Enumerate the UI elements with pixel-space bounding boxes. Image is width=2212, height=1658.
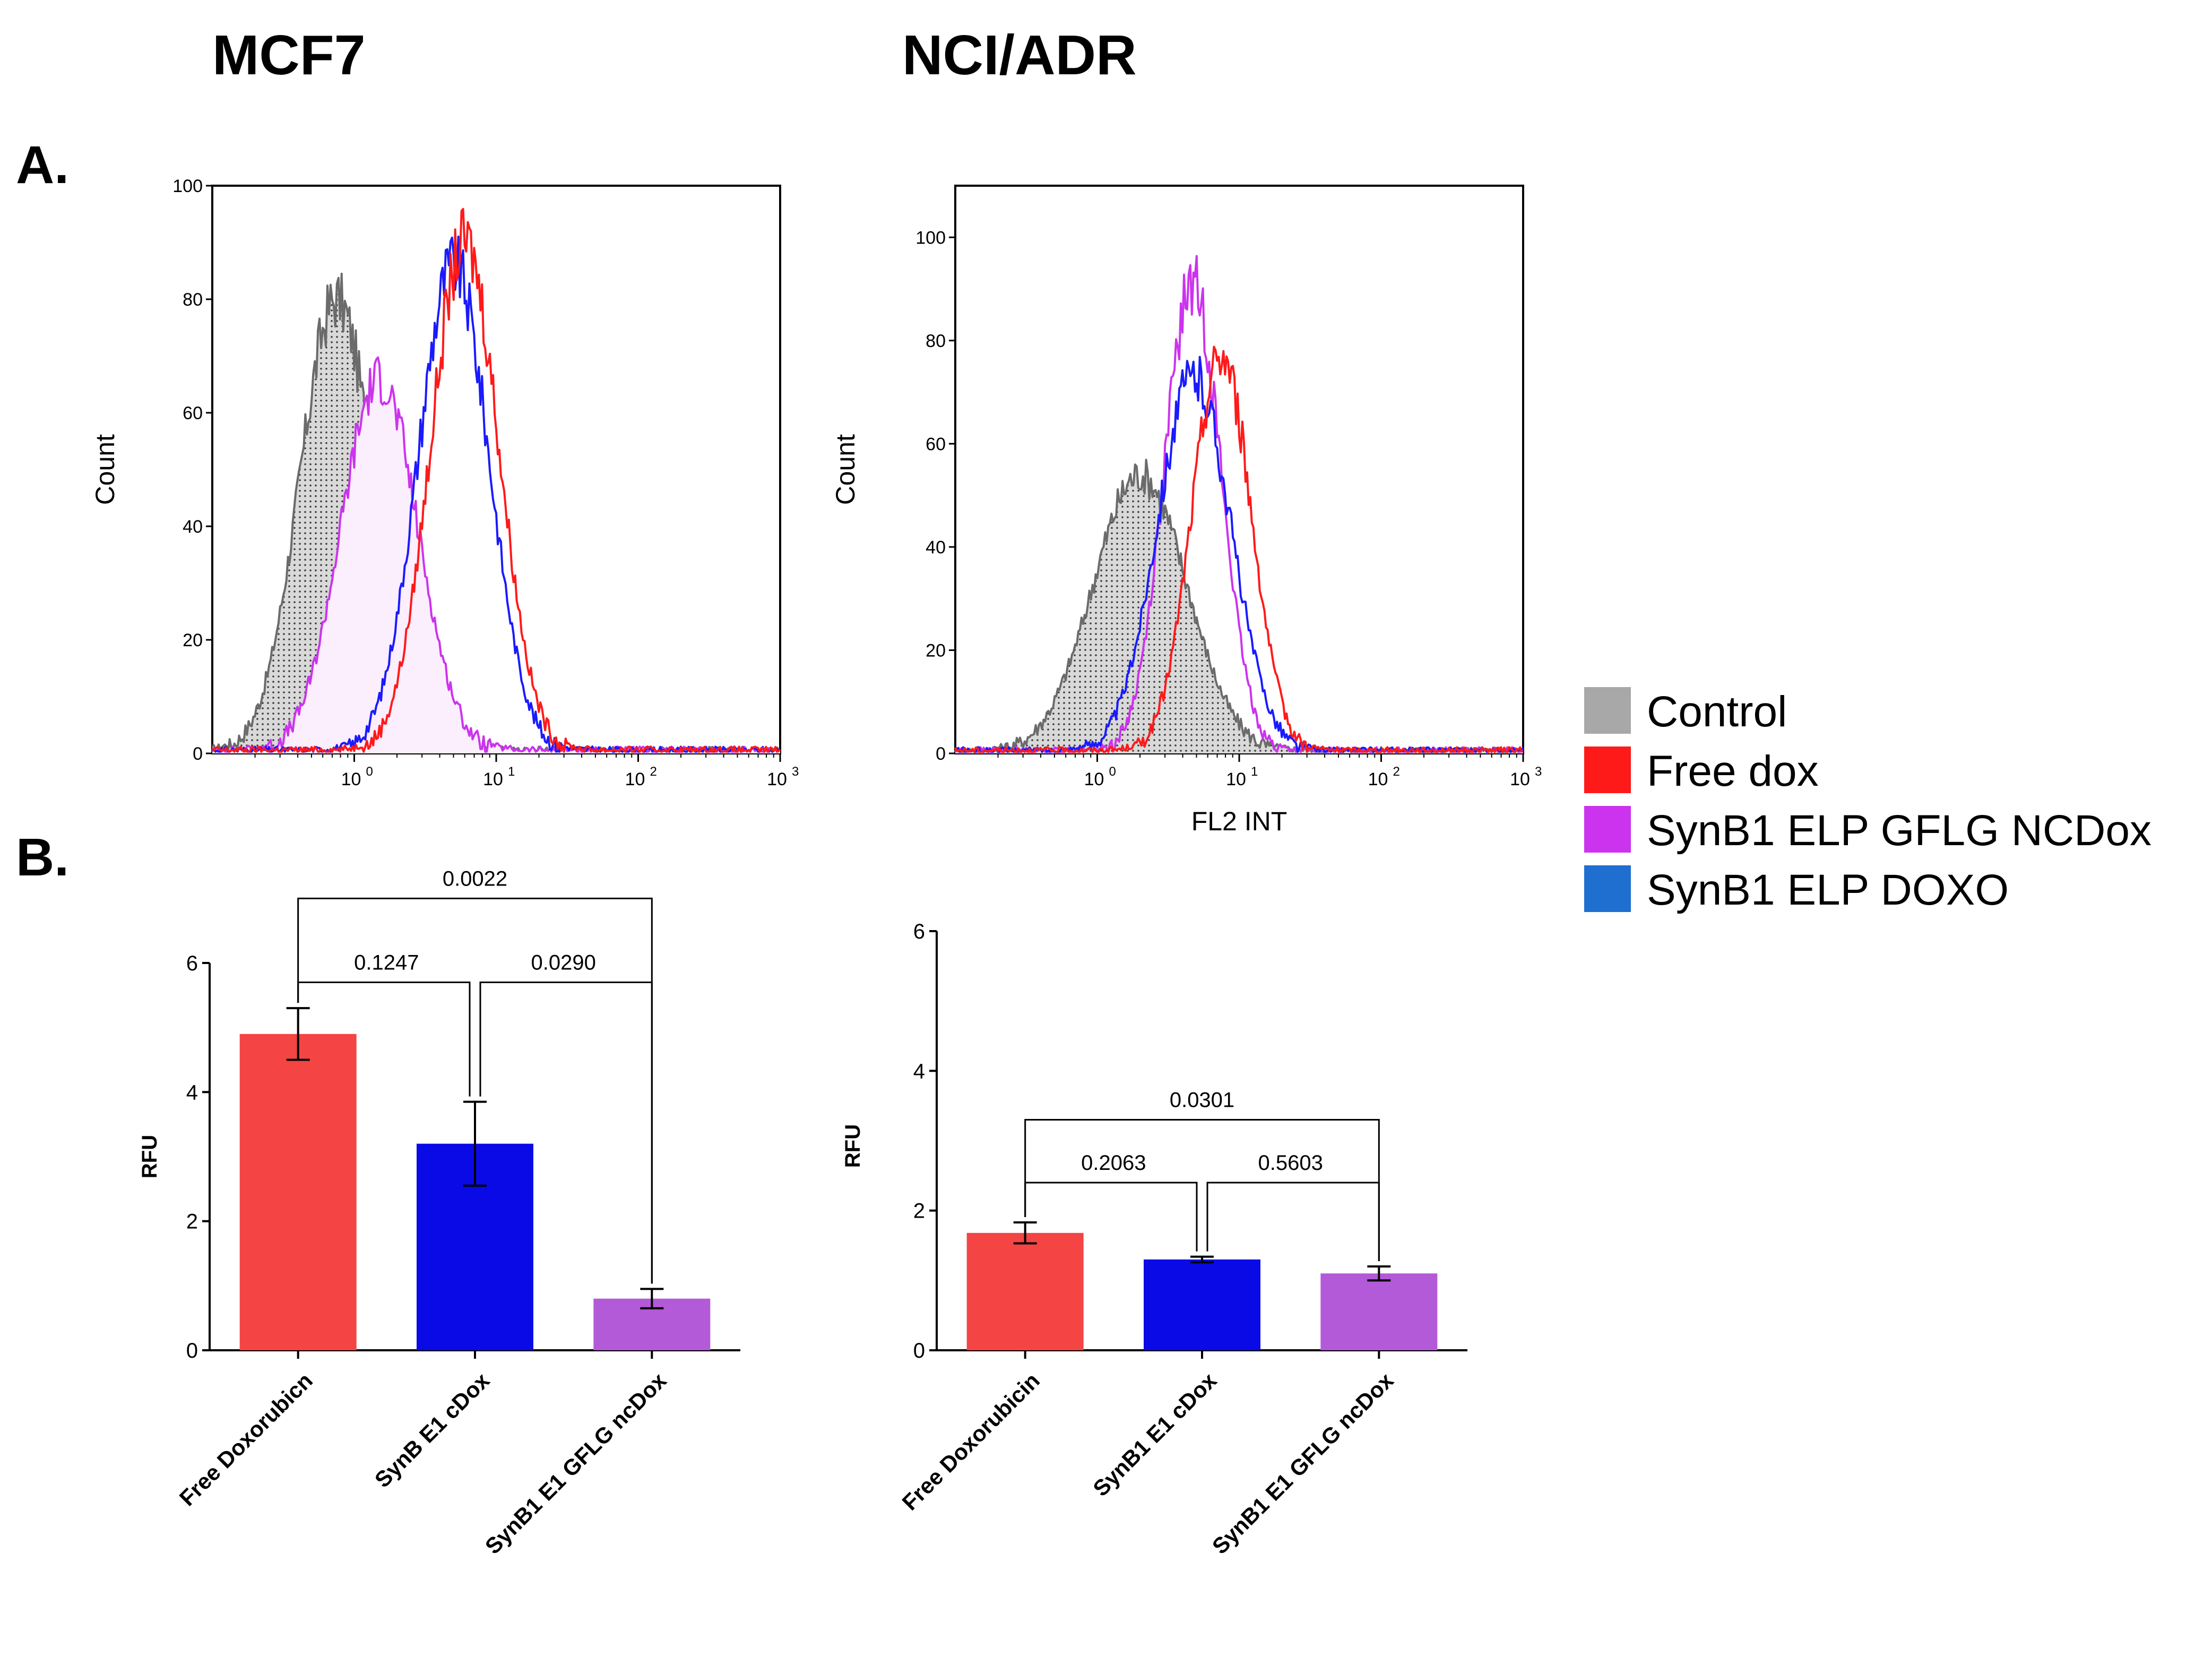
legend-label-synb1-elp-gflg-ncdox: SynB1 ELP GFLG NCDox [1647,806,2151,855]
y-tick-label: 20 [183,630,203,650]
legend-label-free-dox: Free dox [1647,747,1819,795]
panel-letter-a: A. [16,135,69,195]
p-value-label: 0.0301 [1170,1089,1234,1112]
category-label-synb1-e1-gflg-ncdox: SynB1 E1 GFLG ncDox [1207,1368,1398,1559]
x-tick-label: 10 [625,769,645,789]
x-tick-label: 10 [1084,769,1104,789]
panel-letter-b: B. [16,828,69,887]
x-tick-exponent: 3 [1535,765,1542,779]
legend-swatch-free-dox [1584,746,1631,793]
x-tick-exponent: 3 [792,765,799,779]
x-tick-label: 10 [767,769,787,789]
series-line-synb1-elp-gflg-ncdox [211,356,781,753]
y-tick-label: 2 [186,1210,198,1234]
bar-free-doxorubicn [239,1034,357,1350]
x-tick-label: 10 [1368,769,1388,789]
category-label-free-doxorubicn: Free Doxorubicn [175,1368,317,1511]
y-tick-label: 60 [926,434,946,454]
title-ncadr: NCI/ADR [902,24,1137,86]
series-fill-synb1-elp-gflg-ncdox [212,357,780,753]
category-label-synb1-e1-cdox: SynB1 E1 cDox [1088,1368,1222,1501]
x-tick-label: 10 [1226,769,1246,789]
y-tick-label: 40 [926,537,946,558]
p-value-label: 0.0022 [443,867,507,890]
bar-synb1-e1-cdox [1144,1259,1260,1350]
y-tick-label: 100 [172,176,203,196]
y-tick-label: 20 [926,640,946,661]
legend-swatch-synb1-elp-doxo [1584,865,1631,912]
y-tick-label: 6 [186,952,198,975]
significance-bracket [1206,1182,1380,1261]
y-tick-label: 4 [186,1081,198,1104]
category-label-free-doxorubicin: Free Doxorubicin [897,1368,1044,1515]
series-line-synb1-elp-gflg-ncdox [954,255,1524,753]
y-tick-label: 4 [913,1060,925,1083]
legend-label-control: Control [1647,688,1787,736]
y-tick-label: 40 [183,517,203,537]
x-axis-label: FL2 INT [1191,806,1288,836]
series-line-synb1-elp-doxo [955,355,1524,753]
y-tick-label: 6 [913,920,925,943]
category-label-synb1-e1-gflg-ncdox: SynB1 E1 GFLG ncDox [480,1368,671,1559]
significance-bracket [1024,1119,1380,1261]
y-tick-label: 0 [186,1339,198,1362]
bar-chart-mcf7: 0 2 4 6 RFU Free Doxorubicn SynB E1 cDoxSynB1 … [138,867,740,1559]
x-tick-label: 10 [341,769,361,789]
series-line-control [954,458,1524,753]
legend-swatch-control [1584,687,1631,734]
bar-free-doxorubicin [966,1232,1084,1350]
series-line-synb1-elp-doxo [211,236,781,753]
y-tick-label: 80 [183,290,203,310]
y-axis-label: RFU [138,1135,161,1178]
y-axis-label: Count [90,434,120,505]
bar-chart-ncadr: 0 2 4 6 RFU Free Doxorubicin SynB1 E1 cDoxSynB… [841,920,1467,1559]
y-tick-label: 0 [193,744,203,764]
y-tick-label: 80 [926,331,946,351]
x-tick-label: 10 [483,769,503,789]
y-axis-label: Count [831,434,860,505]
bar-synb1-e1-gflg-ncdox [1320,1273,1438,1350]
p-value-label: 0.2063 [1081,1151,1146,1175]
plot-frame [954,185,1524,754]
x-tick-exponent: 0 [1109,765,1116,779]
x-tick-exponent: 2 [650,765,657,779]
legend-swatch-synb1-elp-gflg-ncdox [1584,806,1631,853]
significance-bracket [297,897,653,1284]
y-tick-label: 2 [913,1200,925,1223]
x-tick-exponent: 1 [1251,765,1258,779]
y-tick-label: 0 [936,744,946,764]
x-tick-exponent: 0 [366,765,373,779]
y-tick-label: 60 [183,403,203,423]
p-value-label: 0.1247 [354,951,419,975]
y-tick-label: 0 [913,1339,925,1362]
legend-label-synb1-elp-doxo: SynB1 ELP DOXO [1647,866,2009,914]
y-tick-label: 100 [915,228,946,248]
x-tick-exponent: 2 [1393,765,1400,779]
series-line-free-dox [211,208,781,753]
x-tick-label: 10 [1510,769,1530,789]
category-label-synb-e1-cdox: SynB E1 cDox [370,1368,495,1492]
y-axis-label: RFU [841,1124,865,1168]
p-value-label: 0.5603 [1258,1151,1323,1175]
title-mcf7: MCF7 [212,24,366,86]
x-tick-exponent: 1 [508,765,515,779]
p-value-label: 0.0290 [531,951,595,975]
series-line-free-dox [954,345,1524,753]
legend: Control Free dox SynB1 ELP GFLG NCDox SynB1… [1584,687,2151,914]
series-fill-control [955,459,1523,753]
